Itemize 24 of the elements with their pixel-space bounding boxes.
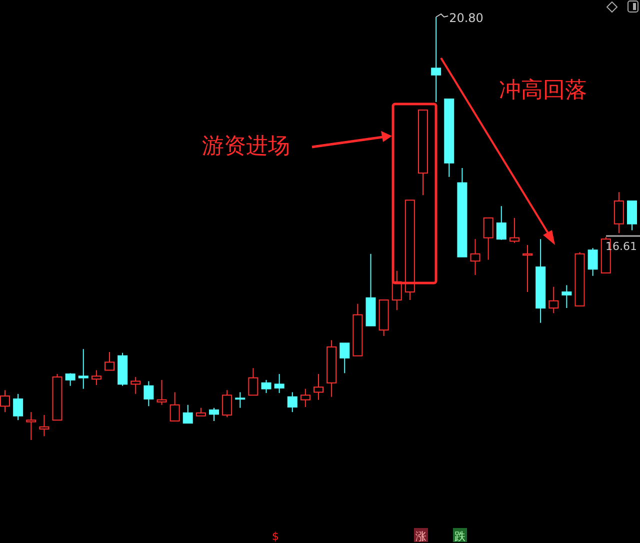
text: 涨 <box>416 530 426 543</box>
candlestick <box>144 380 154 407</box>
candlestick <box>91 370 102 386</box>
candlestick <box>614 192 624 234</box>
annotation: 游资进场 <box>202 134 290 159</box>
candlestick <box>287 392 298 413</box>
candlestick <box>562 284 572 309</box>
candlestick <box>470 238 480 276</box>
candlestick <box>536 238 546 324</box>
candlestick <box>26 412 36 440</box>
candlestick <box>548 286 559 314</box>
candlestick <box>0 390 10 413</box>
candlestick <box>78 348 88 390</box>
candlestick <box>522 244 532 292</box>
annotation: 冲高回落 <box>499 78 587 103</box>
candlestick <box>431 16 442 103</box>
text: 跌 <box>454 530 466 543</box>
candlestick <box>326 340 337 398</box>
candlestick <box>235 392 246 408</box>
text: $ <box>272 530 279 543</box>
candlestick <box>274 374 284 394</box>
annotation: 20.80 <box>449 11 484 25</box>
candlestick <box>314 374 324 400</box>
candlestick <box>39 414 50 437</box>
